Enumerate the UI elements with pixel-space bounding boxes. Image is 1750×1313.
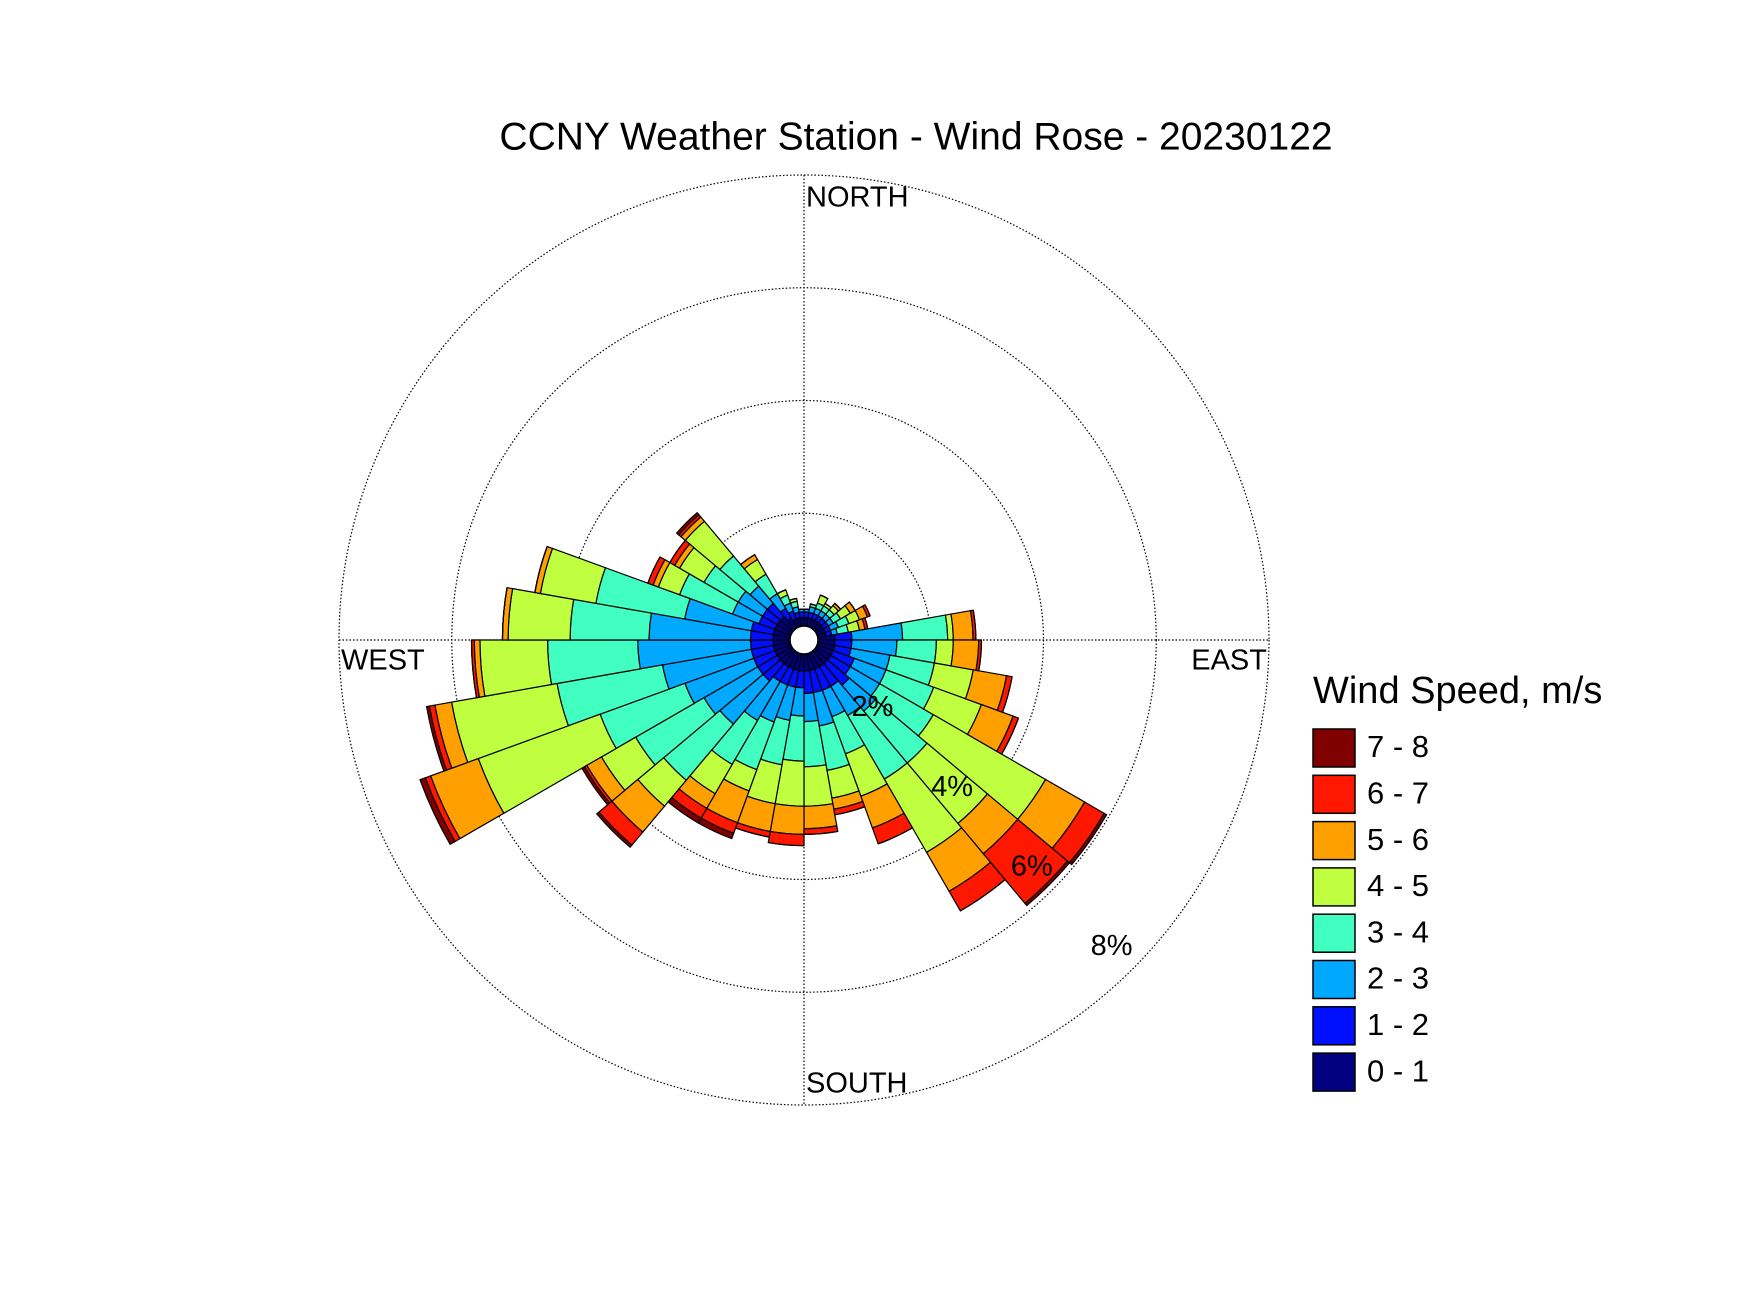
wind-sector <box>972 610 977 641</box>
wind-sector <box>933 639 954 667</box>
wind-sector <box>950 639 980 672</box>
wind-sector <box>789 597 797 601</box>
direction-label: NORTH <box>806 182 909 214</box>
wind-sector <box>820 594 829 600</box>
wind-sector <box>769 802 805 836</box>
wind-sector <box>419 777 456 846</box>
direction-label: SOUTH <box>806 1068 908 1100</box>
legend-swatch <box>1312 867 1356 907</box>
wind-sector <box>1002 676 1013 713</box>
legend-swatch <box>1312 913 1356 953</box>
legend-swatch <box>1312 1052 1356 1092</box>
direction-label: WEST <box>341 645 425 677</box>
wind-sector <box>1001 717 1020 755</box>
legend-label: 1 - 2 <box>1367 1007 1429 1042</box>
legend-title: Wind Speed, m/s <box>1313 670 1602 712</box>
wind-sector <box>824 602 832 609</box>
wind-sector <box>950 609 974 641</box>
direction-label: EAST <box>1191 645 1267 677</box>
wind-sector <box>667 796 702 824</box>
wind-sector <box>470 639 478 698</box>
wind-sector <box>595 811 633 849</box>
center-hole <box>789 625 819 655</box>
wind-sector <box>647 556 661 584</box>
r-tick-label: 6% <box>1011 851 1053 883</box>
legend-swatch <box>1312 728 1356 768</box>
legend-swatch <box>1312 959 1356 1000</box>
wind-sector <box>501 587 508 641</box>
legend-label: 3 - 4 <box>1367 914 1429 949</box>
wind-sector <box>581 765 611 806</box>
wind-sector <box>848 601 856 611</box>
legend-label: 0 - 1 <box>1367 1053 1429 1088</box>
wind-sector <box>900 614 949 641</box>
legend-swatch <box>1312 820 1356 861</box>
legend-label: 2 - 3 <box>1367 961 1429 996</box>
legend-swatch <box>1312 1006 1356 1046</box>
wind-sector <box>1024 860 1071 907</box>
r-tick-label: 2% <box>851 691 893 723</box>
chart-title: CCNY Weather Station - Wind Rose - 20230… <box>499 115 1332 158</box>
legend-label: 4 - 5 <box>1367 868 1429 903</box>
wind-sector <box>960 879 1006 912</box>
wind-sector <box>978 639 983 671</box>
legend-swatch <box>1312 774 1356 815</box>
legend-label: 5 - 6 <box>1367 822 1429 857</box>
wind-sector <box>803 802 838 830</box>
wind-sector <box>803 830 838 835</box>
r-tick-label: 4% <box>931 771 973 803</box>
wind-sector <box>864 604 871 617</box>
wind-sector <box>864 617 869 629</box>
wind-sector <box>675 511 700 536</box>
wind-sector <box>425 705 448 772</box>
legend-label: 7 - 8 <box>1367 729 1429 764</box>
legend-label: 6 - 7 <box>1367 775 1429 810</box>
r-tick-label: 8% <box>1091 930 1133 962</box>
